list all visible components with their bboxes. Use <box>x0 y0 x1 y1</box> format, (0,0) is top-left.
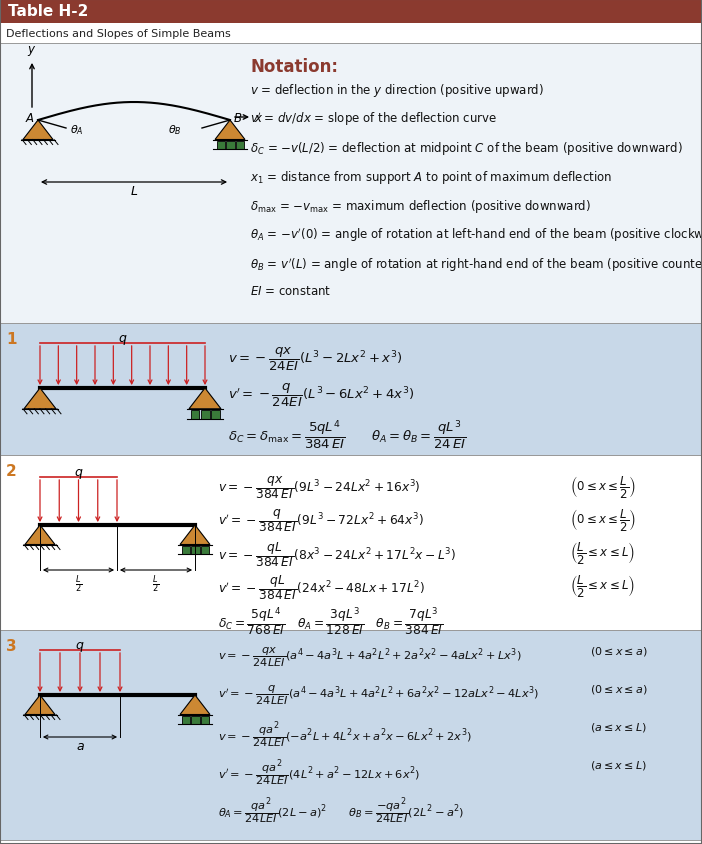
Text: $(a \leq x \leq L)$: $(a \leq x \leq L)$ <box>590 758 647 771</box>
Polygon shape <box>180 525 210 545</box>
Bar <box>182 716 190 724</box>
Text: $v = -\dfrac{qa^2}{24LEI}(-a^2L + 4L^2x + a^2x - 6Lx^2 + 2x^3)$: $v = -\dfrac{qa^2}{24LEI}(-a^2L + 4L^2x … <box>218 720 472 750</box>
Text: $(0 \leq x \leq a)$: $(0 \leq x \leq a)$ <box>590 682 647 695</box>
Text: $v' = -\dfrac{q}{24EI}(L^3 - 6Lx^2 + 4x^3)$: $v' = -\dfrac{q}{24EI}(L^3 - 6Lx^2 + 4x^… <box>228 381 414 408</box>
Text: $\left(0 \leq x \leq \dfrac{L}{2}\right)$: $\left(0 \leq x \leq \dfrac{L}{2}\right)… <box>570 506 636 533</box>
Text: $y$: $y$ <box>27 44 37 58</box>
Text: $\left(\dfrac{L}{2} \leq x \leq L\right)$: $\left(\dfrac{L}{2} \leq x \leq L\right)… <box>570 572 635 598</box>
Bar <box>0 456 702 630</box>
Text: Table H-2: Table H-2 <box>8 4 88 19</box>
Text: $B$: $B$ <box>233 112 242 126</box>
Text: $v'$ = $dv/dx$ = slope of the deflection curve: $v'$ = $dv/dx$ = slope of the deflection… <box>250 111 497 128</box>
Text: $v' = -\dfrac{qa^2}{24LEI}(4L^2 + a^2 - 12Lx + 6x^2)$: $v' = -\dfrac{qa^2}{24LEI}(4L^2 + a^2 - … <box>218 758 420 788</box>
Text: $\left(0 \leq x \leq \dfrac{L}{2}\right)$: $\left(0 \leq x \leq \dfrac{L}{2}\right)… <box>570 473 636 500</box>
Text: $q$: $q$ <box>75 639 85 653</box>
Text: Notation:: Notation: <box>250 58 338 76</box>
Text: $\frac{L}{2}$: $\frac{L}{2}$ <box>75 572 82 594</box>
Polygon shape <box>189 388 221 409</box>
Polygon shape <box>25 525 55 545</box>
Bar <box>182 546 190 555</box>
Text: $\delta_{\mathrm{max}}$ = $-v_{\mathrm{max}}$ = maximum deflection (positive dow: $\delta_{\mathrm{max}}$ = $-v_{\mathrm{m… <box>250 197 591 214</box>
Bar <box>0 323 702 456</box>
Polygon shape <box>25 695 55 715</box>
Text: $\theta_A$: $\theta_A$ <box>70 123 84 137</box>
Text: $x_1$ = distance from support $A$ to point of maximum deflection: $x_1$ = distance from support $A$ to poi… <box>250 169 612 186</box>
Bar <box>0 630 702 840</box>
Text: $v = -\dfrac{qx}{384\,EI}(9L^3 - 24Lx^2 + 16x^3)$: $v = -\dfrac{qx}{384\,EI}(9L^3 - 24Lx^2 … <box>218 473 420 500</box>
Text: $q$: $q$ <box>118 333 127 347</box>
Text: $v = -\dfrac{qx}{24LEI}(a^4 - 4a^3L + 4a^2L^2 + 2a^2x^2 - 4aLx^2 + Lx^3)$: $v = -\dfrac{qx}{24LEI}(a^4 - 4a^3L + 4a… <box>218 644 522 668</box>
Text: $(a \leq x \leq L)$: $(a \leq x \leq L)$ <box>590 720 647 733</box>
Text: $(0 \leq x \leq a)$: $(0 \leq x \leq a)$ <box>590 644 647 657</box>
Text: $v = -\dfrac{qx}{24EI}(L^3 - 2Lx^2 + x^3)$: $v = -\dfrac{qx}{24EI}(L^3 - 2Lx^2 + x^3… <box>228 345 402 373</box>
Polygon shape <box>215 121 245 140</box>
Bar <box>0 630 702 840</box>
Text: 3: 3 <box>6 638 17 653</box>
Text: $\theta_A = \dfrac{qa^2}{24LEI}(2L-a)^2$$\qquad \theta_B = \dfrac{-qa^2}{24LEI}(: $\theta_A = \dfrac{qa^2}{24LEI}(2L-a)^2$… <box>218 796 464 826</box>
Text: 2: 2 <box>6 463 17 479</box>
Bar <box>0 0 702 24</box>
Polygon shape <box>23 121 53 140</box>
Text: $v' = -\dfrac{qL}{384\,EI}(24x^2 - 48Lx + 17L^2)$: $v' = -\dfrac{qL}{384\,EI}(24x^2 - 48Lx … <box>218 572 425 601</box>
Bar <box>201 410 210 419</box>
Bar <box>0 456 702 630</box>
Polygon shape <box>24 388 56 409</box>
Bar <box>0 44 702 323</box>
Bar <box>0 44 702 323</box>
Text: $\theta_B$: $\theta_B$ <box>168 123 182 137</box>
Bar <box>0 323 702 456</box>
Text: $L$: $L$ <box>130 185 138 197</box>
Bar <box>201 716 209 724</box>
Text: $\delta_C = \dfrac{5qL^4}{768\,EI}$$\quad \theta_A = \dfrac{3qL^3}{128\,EI}$$\qu: $\delta_C = \dfrac{5qL^4}{768\,EI}$$\qua… <box>218 605 444 638</box>
Text: Deflections and Slopes of Simple Beams: Deflections and Slopes of Simple Beams <box>6 29 231 39</box>
Text: $v' = -\dfrac{q}{384\,EI}(9L^3 - 72Lx^2 + 64x^3)$: $v' = -\dfrac{q}{384\,EI}(9L^3 - 72Lx^2 … <box>218 506 424 533</box>
Text: $v' = -\dfrac{q}{24LEI}(a^4 - 4a^3L + 4a^2L^2 + 6a^2x^2 - 12aLx^2 - 4Lx^3)$: $v' = -\dfrac{q}{24LEI}(a^4 - 4a^3L + 4a… <box>218 682 539 706</box>
Text: $\delta_C = \delta_{\max} = \dfrac{5qL^4}{384\,EI}$$\qquad \theta_A = \theta_B =: $\delta_C = \delta_{\max} = \dfrac{5qL^4… <box>228 418 467 450</box>
Bar <box>226 141 234 149</box>
Text: 1: 1 <box>6 332 17 347</box>
Text: $a$: $a$ <box>76 739 84 752</box>
Bar <box>0 24 702 44</box>
Text: $v = -\dfrac{qL}{384\,EI}(8x^3 - 24Lx^2 + 17L^2x - L^3)$: $v = -\dfrac{qL}{384\,EI}(8x^3 - 24Lx^2 … <box>218 539 456 568</box>
Bar <box>201 546 209 555</box>
Text: $q$: $q$ <box>74 467 84 480</box>
Text: $\theta_B$ = $v'(L)$ = angle of rotation at right-hand end of the beam (positive: $\theta_B$ = $v'(L)$ = angle of rotation… <box>250 256 702 273</box>
Bar <box>236 141 244 149</box>
Text: $x$: $x$ <box>254 111 263 124</box>
Bar <box>216 141 225 149</box>
Text: $v$ = deflection in the $y$ direction (positive upward): $v$ = deflection in the $y$ direction (p… <box>250 82 544 99</box>
Text: $A$: $A$ <box>25 112 35 126</box>
Text: $\delta_C$ = $-v(L/2)$ = deflection at midpoint $C$ of the beam (positive downwa: $\delta_C$ = $-v(L/2)$ = deflection at m… <box>250 140 683 157</box>
Bar <box>191 410 199 419</box>
Bar <box>211 410 220 419</box>
Text: $\left(\dfrac{L}{2} \leq x \leq L\right)$: $\left(\dfrac{L}{2} \leq x \leq L\right)… <box>570 539 635 565</box>
Bar <box>191 546 199 555</box>
Bar <box>191 716 199 724</box>
Text: $\frac{L}{2}$: $\frac{L}{2}$ <box>152 572 159 594</box>
Text: $EI$ = constant: $EI$ = constant <box>250 284 331 298</box>
Polygon shape <box>180 695 210 715</box>
Text: $\theta_A$ = $-v'(0)$ = angle of rotation at left-hand end of the beam (positive: $\theta_A$ = $-v'(0)$ = angle of rotatio… <box>250 227 702 244</box>
